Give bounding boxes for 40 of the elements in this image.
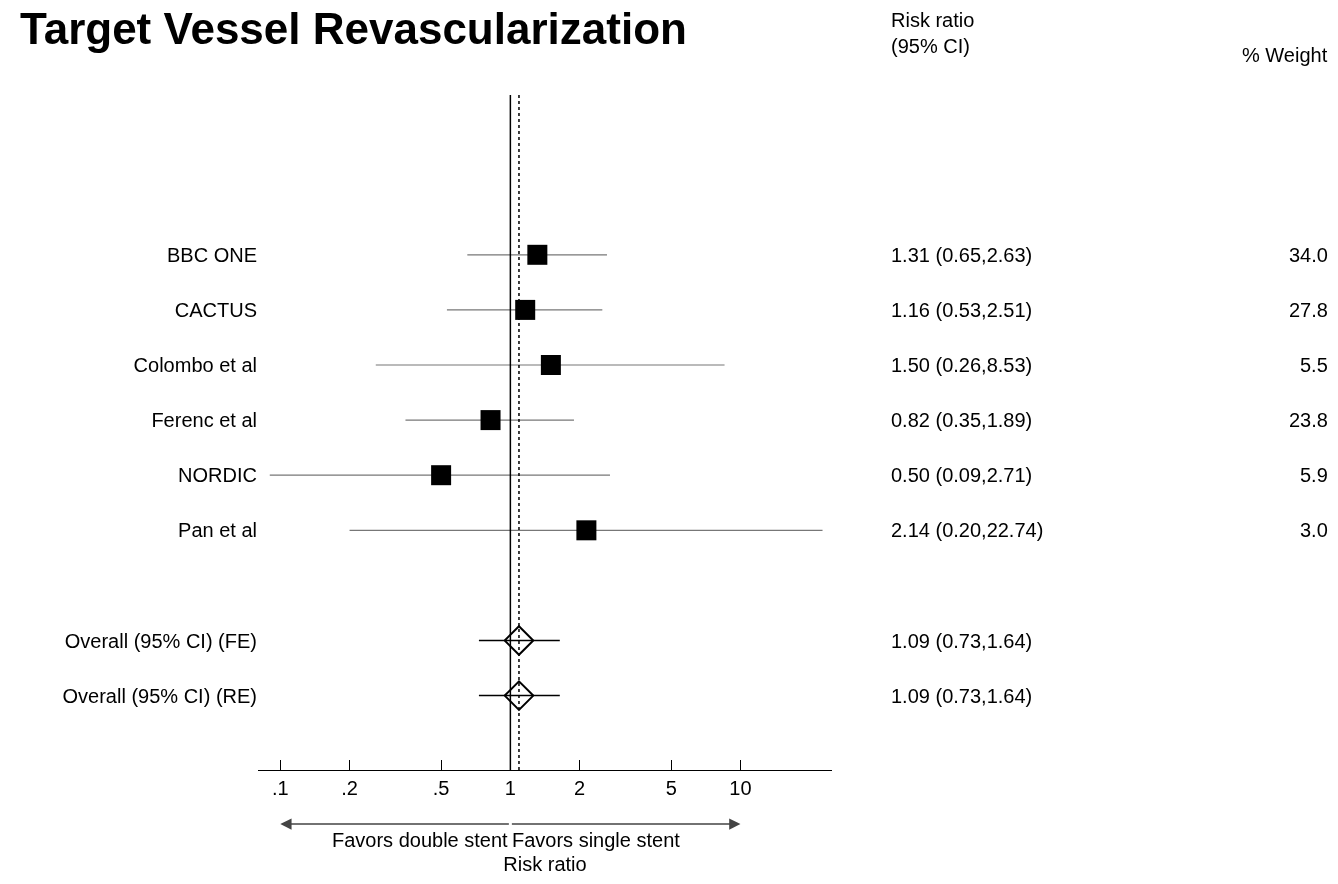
- text: 34.0: [1289, 244, 1328, 266]
- text: Risk ratio (95% CI): [891, 9, 975, 57]
- x-tick-label: 2: [574, 777, 586, 799]
- chart-title: Target Vessel Revascularization: [20, 4, 687, 54]
- text: 2.14 (0.20,22.74): [891, 519, 1044, 541]
- x-tick-label: .5: [432, 777, 450, 799]
- x-tick-label: 5: [665, 777, 677, 799]
- text: 27.8: [1289, 299, 1328, 321]
- point: [503, 625, 535, 656]
- x-tick-label: 10: [729, 777, 752, 799]
- text: 1.16 (0.53,2.51): [891, 299, 1033, 321]
- text: 23.8: [1289, 409, 1328, 431]
- y-tick-label: BBC ONE: [166, 243, 257, 266]
- point: [527, 244, 548, 265]
- text: 1.50 (0.26,8.53): [891, 354, 1033, 376]
- point: [515, 299, 536, 320]
- text: 1.09 (0.73,1.64): [891, 685, 1033, 707]
- text: Favors single stent: [512, 829, 681, 851]
- text: 5.5: [1300, 354, 1328, 376]
- text: % Weight: [1242, 44, 1328, 66]
- point: [540, 355, 561, 375]
- text: 0.50 (0.09,2.71): [891, 464, 1033, 486]
- text: 1.31 (0.65,2.63): [891, 244, 1033, 266]
- x-tick-label: .1: [271, 777, 289, 799]
- x-tick-label: .2: [341, 777, 358, 799]
- x-axis-title: Risk ratio: [503, 852, 587, 875]
- y-tick-label: Colombo et al: [133, 354, 257, 376]
- point: [503, 680, 535, 711]
- text: 0.82 (0.35,1.89): [891, 409, 1033, 431]
- y-tick-label: CACTUS: [174, 298, 257, 321]
- text: Favors double stent: [332, 829, 509, 851]
- text: 3.0: [1300, 519, 1328, 541]
- y-tick-label: Ferenc et al: [151, 409, 257, 432]
- text: 1.09 (0.73,1.64): [891, 630, 1033, 652]
- y-tick-label: Overall (95% CI) (RE): [62, 684, 257, 707]
- text: 5.9: [1300, 464, 1328, 486]
- y-tick-label: Overall (95% CI) (FE): [64, 629, 257, 652]
- y-tick-label: NORDIC: [178, 464, 257, 487]
- y-tick-label: Pan et al: [178, 519, 257, 542]
- x-tick-label: 1: [504, 777, 516, 799]
